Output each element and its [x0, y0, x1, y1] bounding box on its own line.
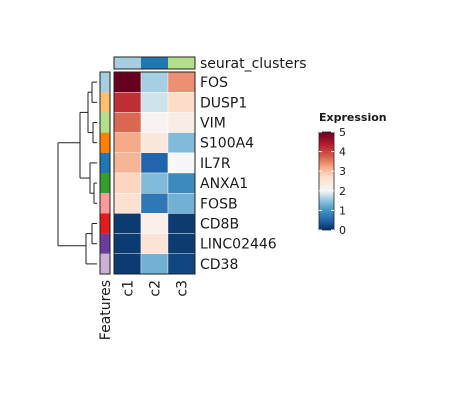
row-annotation-cell: [100, 213, 110, 234]
row-annotation-cell: [100, 193, 110, 214]
legend-tick-label: 1: [339, 204, 346, 217]
heatmap-cells: [113, 71, 196, 275]
legend-tick-label: 0: [339, 224, 346, 237]
heatmap-cell: [167, 112, 196, 133]
heatmap-cell: [167, 213, 196, 234]
heatmap-cell: [140, 233, 169, 255]
heatmap-cell: [113, 91, 142, 113]
row-label: FOSB: [200, 196, 238, 212]
heatmap-cell: [113, 152, 142, 174]
heatmap-cell: [113, 253, 142, 275]
heatmap-cell: [140, 172, 169, 194]
heatmap-cell: [167, 172, 196, 194]
heatmap-cell: [113, 192, 142, 214]
column-annotation-cell: [141, 57, 168, 69]
column-annotation-label: seurat_clusters: [200, 56, 307, 72]
row-annotation-cell: [100, 92, 110, 113]
heatmap-cell: [140, 213, 169, 234]
row-annotation-cell: [100, 112, 110, 133]
legend-color-bar: [318, 131, 335, 231]
color-legend: Expression 0 1 2 3 4 5: [318, 111, 387, 237]
heatmap-cell: [167, 192, 196, 214]
heatmap-cell: [140, 91, 169, 113]
row-label: IL7R: [200, 156, 231, 172]
heatmap-cell: [167, 71, 196, 93]
row-label: DUSP1: [200, 95, 247, 111]
row-label: CD8B: [200, 217, 239, 233]
row-annotation-bar: [99, 71, 111, 275]
legend-tick-label: 5: [339, 126, 346, 139]
column-label: c3: [175, 280, 191, 297]
row-annotation-label: Features: [98, 280, 114, 340]
heatmap-cell: [167, 233, 196, 255]
legend-tick-label: 3: [339, 165, 346, 178]
row-label: S100A4: [200, 136, 254, 152]
legend-ticks: 0 1 2 3 4 5: [319, 126, 346, 237]
heatmap-cell: [113, 71, 142, 93]
row-annotation-border: [99, 71, 111, 275]
row-label: CD38: [200, 257, 238, 273]
heatmap-border: [113, 71, 196, 275]
heatmap-cell: [113, 132, 142, 154]
row-annotation-cell: [100, 173, 110, 194]
heatmap-cell: [113, 233, 142, 255]
heatmap-cell: [140, 132, 169, 154]
row-annotation-cell: [100, 132, 110, 153]
legend-tick-label: 4: [339, 146, 346, 159]
heatmap-cell: [167, 152, 196, 174]
column-label: c2: [148, 280, 164, 297]
column-labels: c1 c2 c3: [121, 280, 191, 297]
row-label: FOS: [200, 75, 228, 91]
heatmap-cell: [140, 112, 169, 133]
column-annotation-bar: [113, 56, 196, 70]
column-annotation-border: [113, 56, 196, 70]
heatmap-cell: [113, 112, 142, 133]
heatmap-cell: [140, 253, 169, 275]
row-annotation-cell: [100, 72, 110, 93]
heatmap-cell: [113, 172, 142, 194]
legend-tick-label: 2: [339, 185, 346, 198]
heatmap-cell: [167, 91, 196, 113]
heatmap-cell: [167, 132, 196, 154]
row-label: ANXA1: [200, 176, 248, 192]
heatmap-cell: [140, 152, 169, 174]
column-annotation-cell: [168, 57, 195, 69]
row-label: VIM: [200, 116, 226, 132]
column-annotation-cell: [114, 57, 141, 69]
heatmap-cell: [140, 192, 169, 214]
heatmap-cell: [167, 253, 196, 275]
column-label: c1: [121, 280, 137, 297]
row-annotation-cell: [100, 152, 110, 173]
row-label: LINC02446: [200, 237, 277, 253]
heatmap-cell: [113, 213, 142, 234]
heatmap-cell: [140, 71, 169, 93]
row-annotation-cell: [100, 233, 110, 254]
row-annotation-cell: [100, 253, 110, 274]
legend-title: Expression: [319, 111, 387, 124]
row-labels: FOS DUSP1 VIM S100A4 IL7R ANXA1 FOSB CD8B LINC02…: [200, 75, 277, 273]
row-dendrogram: [57, 81, 97, 265]
